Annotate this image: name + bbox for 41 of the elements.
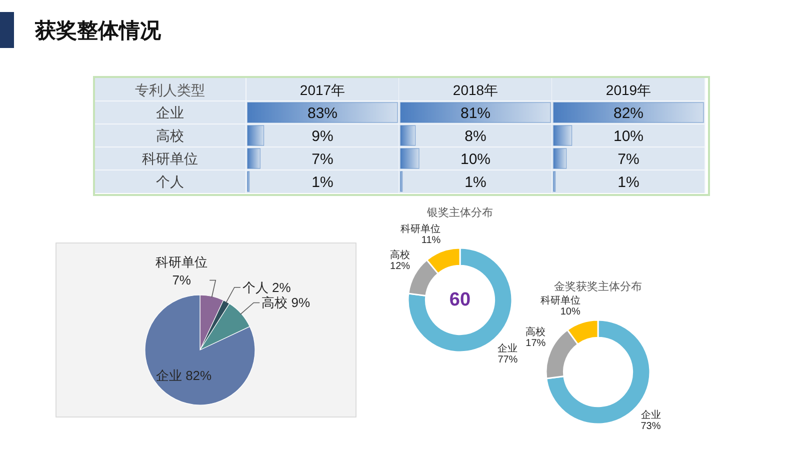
slice-label: 企业 (498, 343, 518, 354)
title: 2018年 (452, 82, 498, 98)
slice-label: 企业 (640, 410, 661, 422)
slice-label: 企业 82% (156, 368, 212, 384)
data-label: 83% (307, 105, 338, 122)
title: 获奖整体情况 (35, 20, 161, 42)
data-label: 81% (460, 105, 491, 122)
slice-label: 高校 (526, 326, 546, 338)
slice-label: 10% (560, 306, 580, 318)
title: 2017年 (300, 82, 346, 98)
data-label: 9% (312, 128, 334, 145)
data-label: 10% (460, 151, 491, 168)
title: 金奖获奖主体分布 (554, 281, 642, 293)
slice-label: 7% (172, 272, 191, 288)
data-label: 7% (618, 151, 640, 168)
title: 2019年 (606, 82, 652, 98)
slice-label: 73% (640, 421, 661, 432)
category: 个人 (156, 174, 184, 190)
data-label: 1% (312, 174, 334, 191)
slice-label: 高校 (390, 250, 410, 262)
slice-label: 科研单位 (540, 295, 580, 306)
slice-label: 高校 9% (262, 295, 310, 310)
title: 银奖主体分布 (427, 207, 493, 219)
category: 企业 (156, 104, 184, 120)
slice-label: 个人 2% (242, 280, 291, 295)
data-label: 1% (618, 174, 640, 191)
data-label: 82% (613, 105, 644, 122)
annotation: 60 (449, 290, 471, 310)
slice-label: 77% (498, 354, 518, 366)
data-label: 7% (312, 151, 334, 168)
category: 科研单位 (142, 150, 198, 166)
data-label: 10% (613, 128, 644, 145)
data-label: 1% (464, 174, 486, 191)
category: 高校 (156, 128, 184, 144)
slice-label: 17% (526, 338, 546, 349)
slice-label: 科研单位 (156, 254, 208, 270)
ylabel: 专利人类型 (135, 82, 205, 98)
slice-label: 科研单位 (400, 224, 441, 235)
slice-label: 11% (421, 234, 441, 246)
slice-label: 12% (390, 261, 410, 272)
data-label: 8% (464, 128, 486, 145)
